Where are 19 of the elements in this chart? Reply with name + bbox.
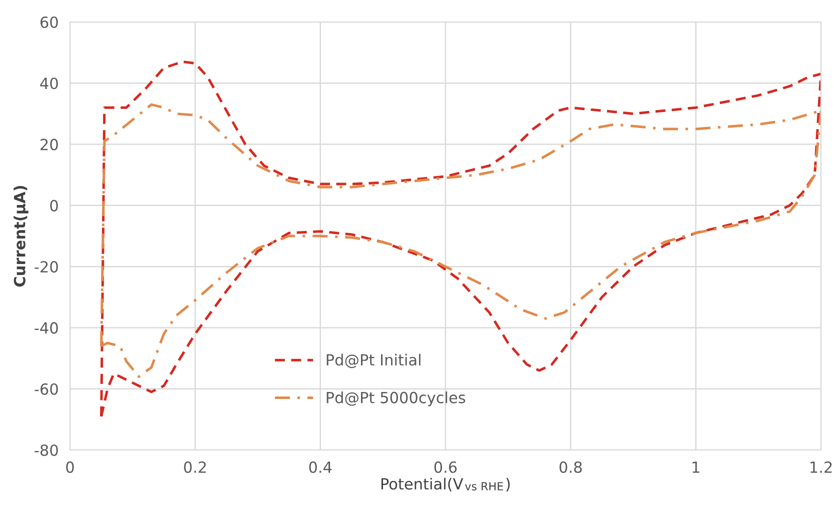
x-tick-label: 1.2	[810, 461, 832, 473]
y-tick-label: -60	[34, 383, 58, 395]
y-tick-label: 0	[50, 200, 58, 212]
legend-label: Pd@Pt Initial	[326, 354, 420, 368]
y-tick-label: 60	[40, 16, 58, 28]
x-tick-label: 0.4	[309, 461, 332, 473]
y-axis-title: Current(μA)	[14, 186, 28, 287]
x-axis-title: Potential(Vvs RHE)	[381, 478, 510, 492]
y-tick-label: 40	[40, 78, 58, 90]
x-tick-label: 0	[66, 461, 74, 473]
x-tick-label: 0.2	[184, 461, 206, 473]
y-tick-label: -40	[34, 322, 58, 334]
y-tick-label: -20	[34, 261, 58, 273]
x-tick-label: 0.6	[434, 461, 457, 473]
y-tick-label: 20	[40, 138, 58, 150]
y-tick-label: -80	[34, 444, 58, 456]
x-tick-label: 0.8	[560, 461, 582, 473]
legend-label: Pd@Pt 5000cycles	[326, 392, 466, 406]
x-tick-label: 1	[692, 462, 700, 473]
